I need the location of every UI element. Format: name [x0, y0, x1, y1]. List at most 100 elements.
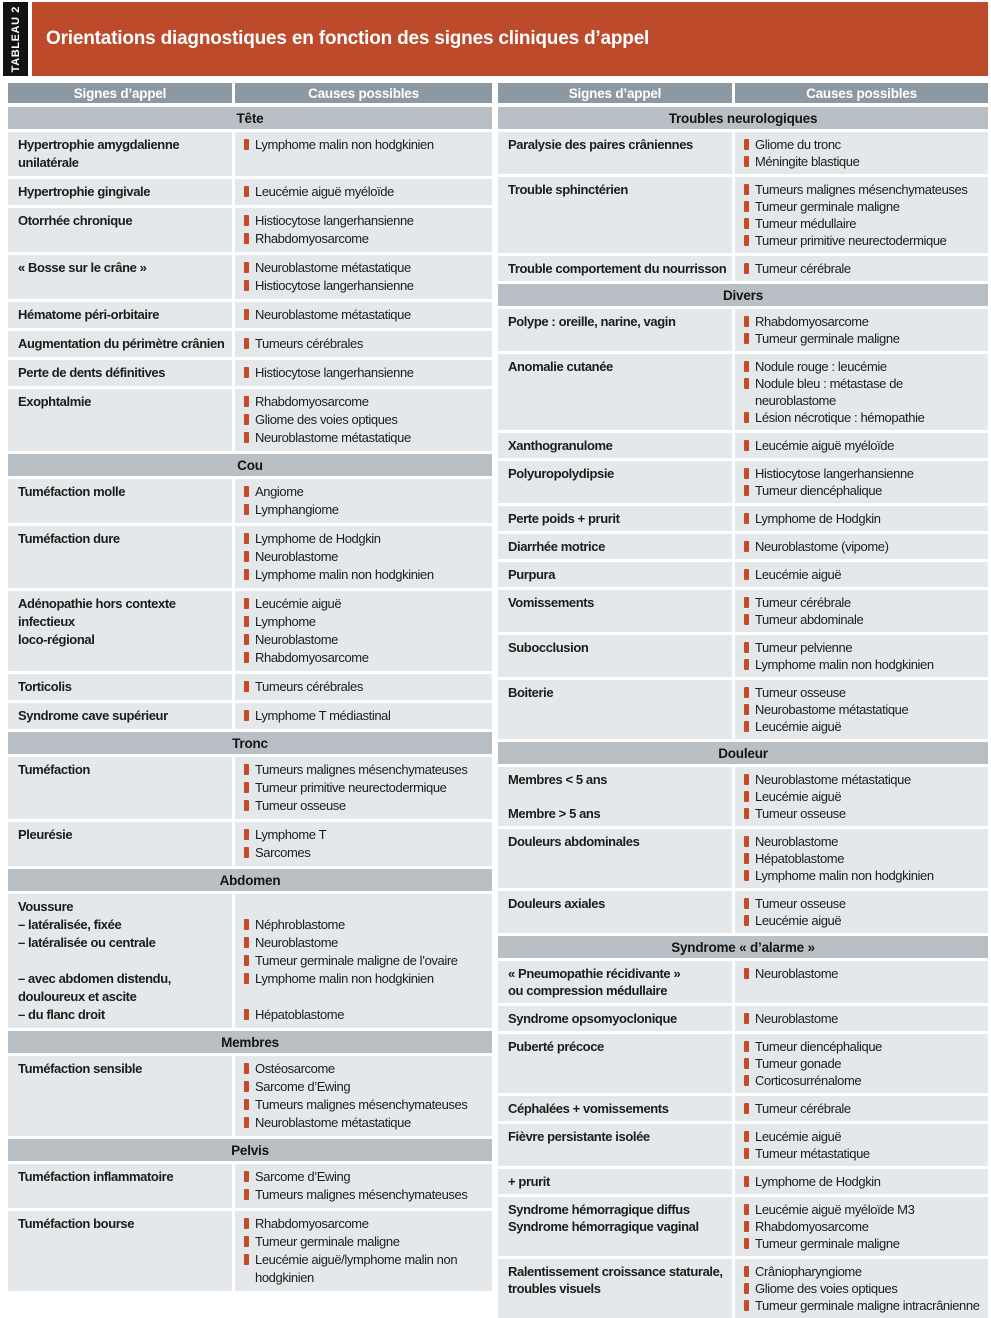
cause-text: Neuroblastome métastatique	[755, 772, 911, 787]
bullet-icon	[744, 1266, 749, 1277]
cause-item: Tumeur diencéphalique	[744, 1038, 984, 1055]
bullet-icon	[244, 486, 249, 497]
cause-item: Leucémie aiguë myéloïde	[744, 437, 984, 454]
sign-line: Torticolis	[18, 679, 72, 694]
bullet-icon	[744, 1058, 749, 1069]
sign-line: Syndrome cave supérieur	[18, 708, 168, 723]
bullet-icon	[244, 1236, 249, 1247]
causes-cell: Lymphome de Hodgkin	[735, 506, 988, 531]
bullet-icon	[244, 800, 249, 811]
cause-text: Tumeurs malignes mésenchymateuses	[255, 1187, 468, 1202]
column-header-signs: Signes d’appel	[8, 83, 232, 103]
bullet-icon	[744, 791, 749, 802]
cause-text: Rhabdomyosarcome	[755, 314, 869, 329]
bullet-icon	[744, 468, 749, 479]
table-header-banner-row: TABLEAU 2 Orientations diagnostiques en …	[3, 2, 988, 76]
bullet-icon	[244, 533, 249, 544]
causes-cell: Leucémie aiguë myéloïde	[235, 179, 492, 205]
cause-text: Lymphome T médiastinal	[255, 708, 391, 723]
bullet-icon	[244, 338, 249, 349]
causes-cell: Tumeurs malignes mésenchymateuses Tumeur …	[235, 757, 492, 819]
cause-item: Sarcome d’Ewing	[244, 1078, 488, 1096]
sign-line: Voussure	[18, 899, 74, 914]
cause-text: Leucémie aiguë	[755, 913, 842, 928]
cause-item: Tumeurs cérébrales	[244, 335, 488, 353]
cause-text: Gliome du tronc	[755, 137, 841, 152]
table-row: Purpura Leucémie aiguë	[498, 562, 988, 587]
bullet-icon	[744, 513, 749, 524]
cause-text: Lymphome malin non hodgkinien	[255, 971, 434, 986]
causes-cell: Néphroblastome Neuroblastome Tumeur germin…	[235, 894, 492, 1028]
cause-text: Lymphome malin non hodgkinien	[755, 657, 934, 672]
table-row: « Bosse sur le crâne » Neuroblastome méta…	[8, 255, 492, 299]
cause-text: Rhabdomyosarcome	[255, 1216, 369, 1231]
causes-cell: Tumeurs malignes mésenchymateuses Tumeur …	[735, 177, 988, 253]
sign-line: « Bosse sur le crâne »	[18, 260, 147, 275]
cause-text: Tumeur diencéphalique	[755, 483, 882, 498]
bullet-icon	[744, 687, 749, 698]
table-row: Subocclusion Tumeur pelvienne Lymphome mal…	[498, 635, 988, 677]
cause-item: Lymphangiome	[244, 501, 488, 519]
bullet-icon	[744, 235, 749, 246]
cause-item: Tumeur cérébrale	[744, 260, 984, 277]
cause-spacer	[244, 988, 488, 1006]
table-row: Perte de dents définitives Histiocytose l…	[8, 360, 492, 386]
cause-text: Méningite blastique	[755, 154, 860, 169]
cause-item: Lymphome de Hodgkin	[744, 510, 984, 527]
cause-item: Neuroblastome (vipome)	[744, 538, 984, 555]
cause-item: Lymphome malin non hodgkinien	[244, 566, 488, 584]
bullet-icon	[244, 616, 249, 627]
cause-item: Lymphome malin non hodgkinien	[744, 656, 984, 673]
cause-text: Tumeur gonade	[755, 1056, 842, 1071]
cause-item: Lymphome malin non hodgkinien	[244, 136, 488, 154]
section-header: Pelvis	[8, 1139, 492, 1161]
cause-item: Tumeur cérébrale	[744, 1100, 984, 1117]
sign-line: Tuméfaction dure	[18, 531, 120, 546]
sign-line: Xanthogranulome	[508, 438, 613, 453]
cause-text: Corticosurrénalome	[755, 1073, 862, 1088]
cause-item: Rhabdomyosarcome	[244, 393, 488, 411]
cause-text: Lymphome	[255, 614, 316, 629]
sign-cell: Ralentissement croissance staturale, trou…	[498, 1259, 732, 1318]
column-header-signs: Signes d’appel	[498, 83, 732, 103]
cause-text: Tumeur cérébrale	[755, 595, 851, 610]
sign-cell: « Pneumopathie récidivante » ou compressi…	[498, 961, 732, 1003]
causes-cell: Neuroblastome (vipome)	[735, 534, 988, 559]
sign-line: Perte de dents définitives	[18, 365, 166, 380]
sign-line: + prurit	[508, 1174, 550, 1189]
causes-cell: Tumeur osseuse Neurobastome métastatique L…	[735, 680, 988, 739]
cause-text: Nodule rouge : leucémie	[755, 359, 887, 374]
cause-item: Tumeur osseuse	[744, 805, 984, 822]
cause-item: Neuroblastome	[244, 934, 488, 952]
sign-cell: Hypertrophie gingivale	[8, 179, 232, 205]
sign-cell: Céphalées + vomissements	[498, 1096, 732, 1121]
cause-item: Lymphome T	[244, 826, 488, 844]
cause-item: Tumeur primitive neurectodermique	[744, 232, 984, 249]
cause-item: Neuroblastome	[744, 833, 984, 850]
cause-text: Lymphome malin non hodgkinien	[255, 567, 434, 582]
cause-text: Crâniopharyngiome	[755, 1264, 862, 1279]
causes-cell: Neuroblastome métastatique Histiocytose l…	[235, 255, 492, 299]
sign-line: douloureux et ascite	[18, 989, 137, 1004]
sign-line: Otorrhée chronique	[18, 213, 133, 228]
cause-text: Gliome des voies optiques	[255, 412, 398, 427]
sign-line: « Pneumopathie récidivante »	[508, 966, 681, 981]
cause-text: Tumeur germinale maligne de l’ovaire	[255, 953, 458, 968]
sign-cell: Subocclusion	[498, 635, 732, 677]
cause-item: Hépatoblastome	[744, 850, 984, 867]
cause-item: Tumeur médullaire	[744, 215, 984, 232]
table-row: Tuméfaction sensible Ostéosarcome Sarcome …	[8, 1056, 492, 1136]
cause-text: Neuroblastome métastatique	[255, 430, 411, 445]
cause-text: Rhabdomyosarcome	[755, 1219, 869, 1234]
sign-line: Puberté précoce	[508, 1039, 604, 1054]
bullet-icon	[244, 937, 249, 948]
cause-text: Lymphome de Hodgkin	[755, 511, 881, 526]
bullet-icon	[744, 1176, 749, 1187]
bullet-icon	[244, 414, 249, 425]
cause-item: Tumeur germinale maligne intracrânienne	[744, 1297, 984, 1314]
table-row: Douleurs abdominales Neuroblastome Hépatob…	[498, 829, 988, 888]
cause-item: Neuroblastome métastatique	[244, 429, 488, 447]
bullet-icon	[744, 333, 749, 344]
cause-text: Tumeur médullaire	[755, 216, 857, 231]
causes-cell: Tumeur cérébrale	[735, 256, 988, 281]
